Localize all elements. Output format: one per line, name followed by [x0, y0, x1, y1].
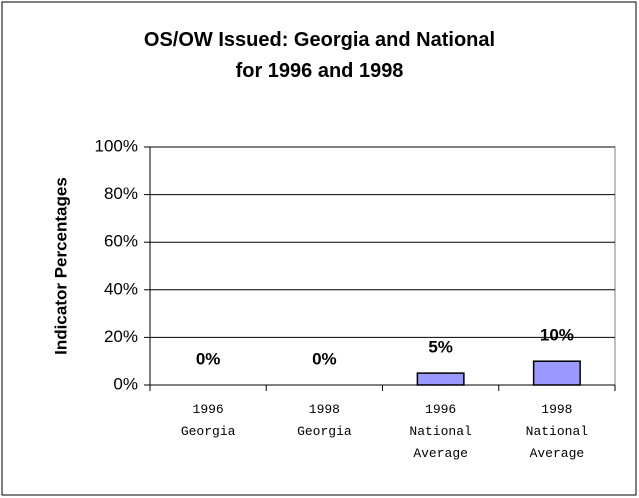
- chart-title: OS/OW Issued: Georgia and National for 1…: [143, 29, 496, 82]
- y-tick-label: 20%: [104, 327, 138, 346]
- x-tick-label: 1998 Georgia: [297, 402, 352, 439]
- x-tick-label: 1996 National Average: [409, 402, 472, 461]
- data-label: 10%: [540, 326, 574, 345]
- data-label: 0%: [196, 349, 221, 368]
- y-tick-label: 0%: [113, 374, 138, 393]
- bar: [416, 372, 465, 386]
- y-tick-label: 40%: [104, 279, 138, 298]
- y-tick-label: 100%: [95, 136, 138, 155]
- data-label: 5%: [428, 338, 453, 357]
- y-axis-label: Indicator Percentages: [51, 177, 70, 355]
- y-tick-label: 80%: [104, 184, 138, 203]
- data-label: 0%: [312, 349, 337, 368]
- x-tick-label: 1998 National Average: [525, 402, 589, 461]
- y-tick-label: 60%: [104, 232, 138, 251]
- bar: [532, 360, 581, 386]
- x-tick-label: 1996 Georgia: [180, 402, 236, 439]
